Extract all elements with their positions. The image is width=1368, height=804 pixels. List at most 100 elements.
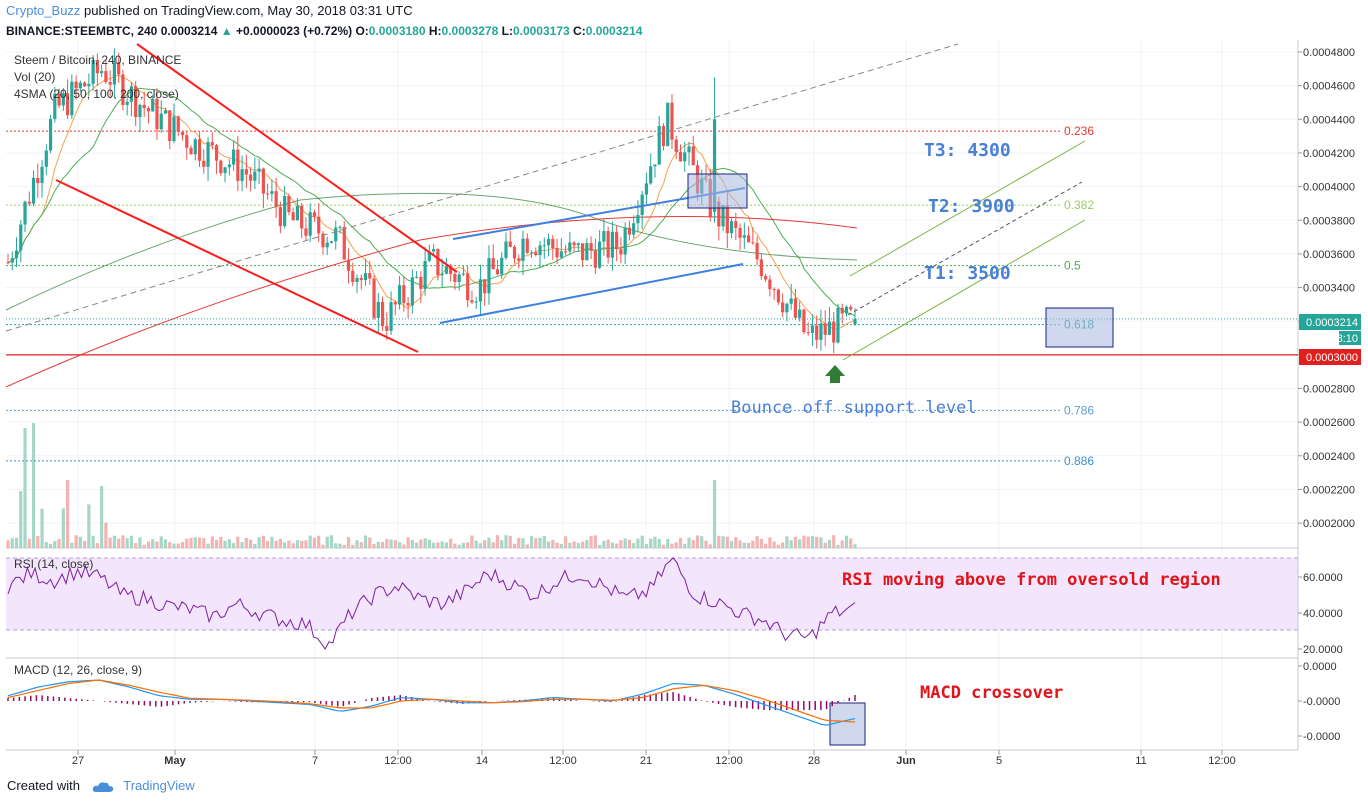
candle-body: [440, 273, 444, 276]
volume-bar: [346, 537, 351, 548]
bounce-note: Bounce off support level: [731, 398, 977, 418]
volume-bar: [755, 536, 759, 548]
volume-bar: [742, 542, 746, 548]
volume-bar: [815, 536, 819, 548]
candle-body: [589, 243, 593, 251]
candle-body: [274, 191, 278, 208]
candle-body: [764, 276, 768, 280]
volume-bar: [534, 538, 538, 548]
candle-body: [508, 241, 512, 247]
candle-body: [10, 258, 14, 263]
projection-channel-mid: [847, 181, 1083, 316]
candle-body: [606, 231, 610, 258]
candle-body: [6, 262, 10, 264]
volume-bar: [163, 539, 168, 548]
candle-body: [572, 242, 576, 246]
volume-bar: [295, 540, 300, 548]
low-value: 0.0003173: [512, 24, 570, 38]
time-axis-label: 12:00: [549, 755, 577, 767]
volume-bar: [491, 542, 495, 548]
volume-bar: [644, 544, 649, 548]
time-axis-label: 27: [72, 755, 84, 767]
volume-bar: [555, 542, 559, 548]
volume-bar: [546, 541, 551, 548]
candle-body: [155, 98, 159, 130]
price-axis-label: 0.0004400: [1303, 114, 1355, 126]
candle-body: [636, 215, 640, 224]
candle-body: [772, 289, 776, 291]
spike-highlight-box: [687, 173, 748, 209]
volume-bar: [619, 540, 623, 548]
volume-bar: [751, 540, 755, 548]
candle-body: [346, 259, 351, 271]
volume-bar: [593, 535, 597, 548]
candle-body: [674, 139, 678, 152]
candle-body: [559, 251, 563, 258]
candle-body: [168, 110, 172, 142]
candle-body: [83, 82, 87, 87]
candle-body: [27, 201, 31, 204]
candle-body: [36, 177, 40, 184]
volume-bar: [91, 535, 95, 548]
volume-bar: [308, 535, 312, 548]
volume-bar: [674, 542, 678, 548]
volume-bar: [274, 540, 278, 548]
volume-bar: [793, 536, 798, 548]
rsi-legend: RSI (14, close): [14, 557, 93, 571]
rsi-axis-label: 40.0000: [1303, 608, 1343, 620]
candle-body: [436, 249, 440, 276]
price-axis-label: 0.0002600: [1303, 417, 1355, 429]
candle-body: [368, 273, 372, 279]
candle-body: [19, 224, 23, 251]
price-axis-label: 0.0002200: [1303, 484, 1355, 496]
fib-level-label: 0.786: [1064, 403, 1094, 417]
candle-body: [793, 298, 798, 318]
volume-bar: [691, 540, 695, 548]
candle-body: [87, 83, 91, 87]
target-3-label: T3: 4300: [924, 140, 1011, 161]
candle-body: [240, 169, 244, 181]
candle-body: [210, 142, 214, 146]
candle-body: [312, 212, 317, 217]
volume-bar: [236, 536, 240, 548]
volume-bar: [155, 541, 159, 548]
volume-bar: [168, 542, 172, 548]
candle-body: [253, 171, 257, 181]
volume-bar: [432, 542, 436, 548]
tradingview-brand-link[interactable]: TradingView: [123, 778, 195, 793]
candle-body: [542, 245, 546, 247]
candle-body: [768, 279, 772, 290]
volume-bar: [495, 535, 500, 548]
volume-bar: [48, 543, 53, 548]
volume-bar: [725, 536, 729, 548]
price-axis-label: 0.0004000: [1303, 182, 1355, 194]
volume-bar: [351, 544, 355, 548]
candle-body: [70, 81, 74, 116]
bounce-up-arrow-icon: [825, 365, 845, 383]
author-link[interactable]: Crypto_Buzz: [6, 3, 81, 18]
volume-bar: [253, 544, 257, 548]
candle-body: [321, 233, 325, 248]
candle-body: [721, 205, 725, 227]
volume-bar: [789, 540, 793, 548]
candle-body: [376, 301, 380, 318]
volume-bar: [338, 543, 342, 548]
volume-bar: [40, 508, 44, 548]
volume-bar: [410, 540, 414, 548]
volume-bar: [478, 543, 483, 548]
countdown-tag: [1339, 331, 1361, 345]
footer: Created with TradingView: [0, 772, 1368, 804]
volume-bar: [342, 544, 346, 548]
candle-body: [244, 169, 248, 175]
volume-bar: [768, 537, 772, 548]
volume-bar: [500, 540, 504, 548]
volume-bar: [436, 542, 440, 548]
volume-bar: [31, 423, 36, 548]
tradingview-cloud-icon: [92, 781, 113, 792]
volume-bar: [721, 536, 725, 548]
volume-bar: [657, 538, 661, 548]
volume-bar: [827, 539, 832, 548]
candle-body: [644, 183, 649, 195]
candle-body: [78, 82, 82, 89]
